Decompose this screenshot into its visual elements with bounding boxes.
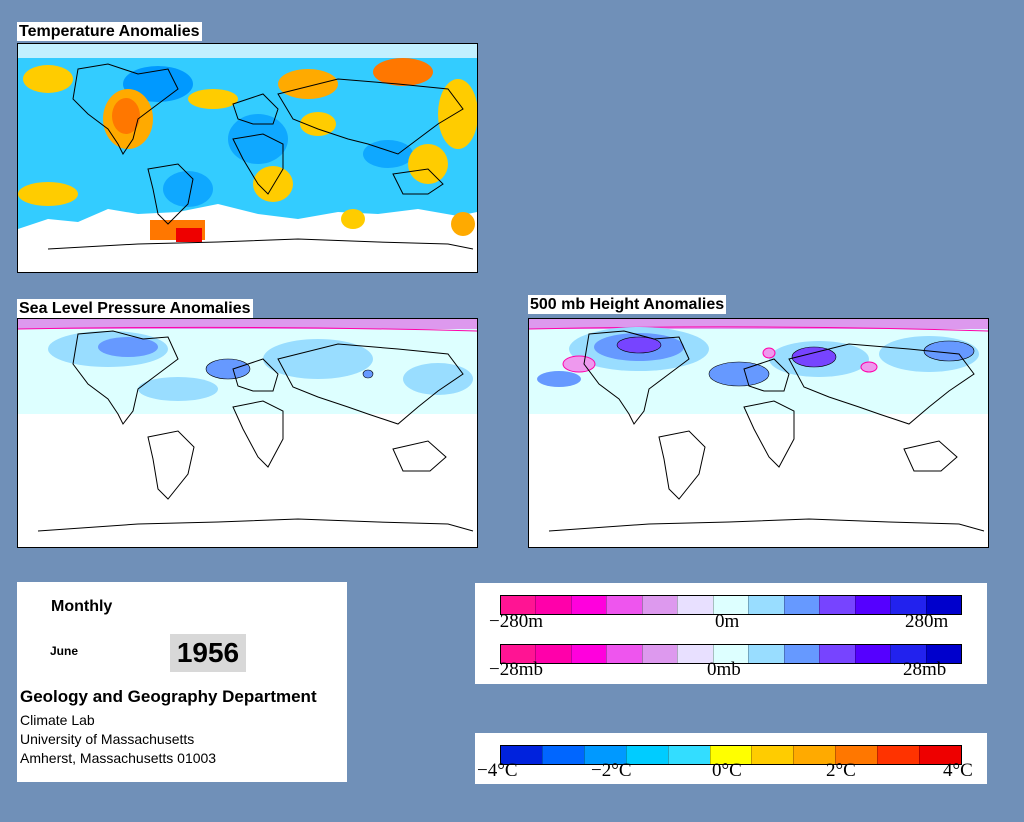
temp-label-zero: 0°C [712, 760, 742, 781]
colorbar-swatch [677, 645, 713, 663]
colorbar-swatch [783, 645, 820, 663]
slp-panel-title: Sea Level Pressure Anomalies [17, 299, 253, 318]
colorbar-swatch [535, 596, 571, 614]
colorbar-swatch [919, 746, 961, 764]
colorbar-swatch [890, 596, 926, 614]
temp-label-minus2: −2°C [591, 760, 632, 781]
colorbar-swatch [854, 596, 891, 614]
pressure-label-max: 28mb [903, 659, 947, 680]
height500-anomaly-map [528, 318, 989, 548]
colorbar-swatch [641, 645, 678, 663]
height-label-min: −280m [489, 611, 543, 632]
height500-panel-title: 500 mb Height Anomalies [528, 295, 727, 314]
height-colorbar [500, 595, 962, 615]
colorbar-swatch [835, 746, 878, 764]
temperature-anomaly-map [17, 43, 478, 273]
colorbar-swatch [819, 596, 855, 614]
colorbar-swatch [819, 645, 855, 663]
lab-label: Climate Lab [20, 712, 95, 728]
temp-label-plus4: 4°C [943, 760, 973, 781]
colorbar-swatch [925, 645, 962, 663]
colorbar-swatch [751, 746, 794, 764]
colorbar-swatch [793, 746, 836, 764]
temp-label-plus2: 2°C [826, 760, 856, 781]
colorbar-swatch [925, 596, 962, 614]
temperature-panel-title: Temperature Anomalies [17, 22, 202, 41]
temperature-legend: −4°C −2°C 0°C 2°C 4°C [475, 733, 987, 784]
address-label: Amherst, Massachusetts 01003 [20, 750, 217, 766]
month-label: June [50, 644, 79, 658]
colorbar-swatch [677, 596, 713, 614]
colorbar-swatch [641, 596, 678, 614]
pressure-label-min: −28mb [489, 659, 543, 680]
colorbar-swatch [709, 746, 752, 764]
pressure-colorbar [500, 644, 962, 664]
colorbar-swatch [541, 746, 584, 764]
period-label: Monthly [51, 598, 113, 615]
colorbar-swatch [890, 645, 926, 663]
pressure-label-zero: 0mb [707, 659, 741, 680]
colorbar-swatch [712, 645, 749, 663]
colorbar-swatch [501, 596, 536, 614]
colorbar-swatch [606, 596, 642, 614]
department-label: Geology and Geography Department [20, 687, 317, 706]
info-box: Monthly June 1956 Geology and Geography … [17, 582, 347, 782]
height-label-max: 280m [905, 611, 949, 632]
colorbar-swatch [501, 746, 542, 764]
temperature-colorbar [500, 745, 962, 765]
colorbar-swatch [606, 645, 642, 663]
colorbar-swatch [748, 645, 784, 663]
temp-label-minus4: −4°C [477, 760, 518, 781]
colorbar-swatch [667, 746, 710, 764]
year-label: 1956 [170, 634, 246, 672]
colorbar-swatch [625, 746, 668, 764]
height-label-zero: 0m [715, 611, 740, 632]
colorbar-swatch [570, 645, 607, 663]
colorbar-swatch [712, 596, 749, 614]
colorbar-swatch [783, 596, 820, 614]
colorbar-swatch [854, 645, 891, 663]
colorbar-swatch [748, 596, 784, 614]
university-label: University of Massachusetts [20, 731, 195, 747]
slp-anomaly-map [17, 318, 478, 548]
colorbar-swatch [583, 746, 626, 764]
colorbar-swatch [535, 645, 571, 663]
colorbar-swatch [501, 645, 536, 663]
colorbar-swatch [570, 596, 607, 614]
colorbar-swatch [877, 746, 920, 764]
height-pressure-legend: −280m 0m 280m −28mb 0mb 28mb [475, 583, 987, 684]
